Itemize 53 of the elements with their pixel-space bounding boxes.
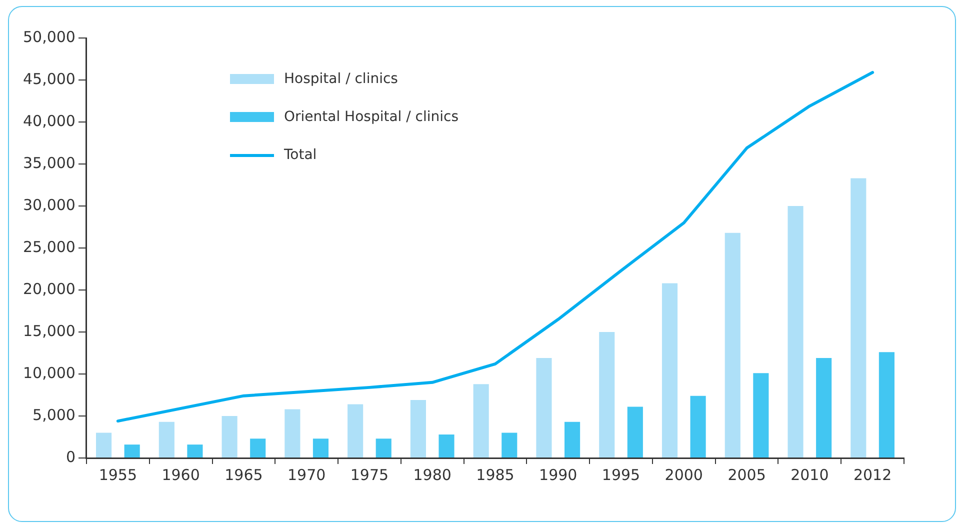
bar xyxy=(96,432,112,458)
bar xyxy=(724,232,740,458)
x-tick-label: 1955 xyxy=(98,466,138,484)
x-tick-label: 2012 xyxy=(853,466,892,484)
y-tick-label: 50,000 xyxy=(22,28,76,46)
y-tick-label: 10,000 xyxy=(22,364,76,382)
bar xyxy=(753,373,769,458)
bar xyxy=(599,332,615,458)
bar xyxy=(536,358,552,458)
y-tick-label: 20,000 xyxy=(22,280,76,298)
x-tick-label: 1960 xyxy=(162,466,200,484)
x-tick-label: 1990 xyxy=(539,466,578,484)
bar xyxy=(222,416,238,458)
x-tick-label: 2000 xyxy=(664,466,703,484)
bar xyxy=(850,178,866,458)
bar xyxy=(284,409,300,458)
bar xyxy=(438,434,454,458)
x-tick-label: 1970 xyxy=(287,466,326,484)
y-tick-label: 35,000 xyxy=(22,154,76,172)
y-tick-label: 25,000 xyxy=(22,238,76,256)
bar xyxy=(564,422,580,458)
bar xyxy=(662,283,678,458)
legend-label: Total xyxy=(284,147,317,163)
y-tick-label: 0 xyxy=(66,448,76,466)
bar xyxy=(690,396,706,458)
bar xyxy=(187,444,203,458)
bar xyxy=(502,432,518,458)
bar xyxy=(348,404,364,458)
bar xyxy=(312,438,329,458)
x-tick-label: 2005 xyxy=(728,466,766,484)
bar xyxy=(816,358,832,458)
bar xyxy=(410,400,426,458)
legend-label: Oriental Hospital / clinics xyxy=(284,109,459,125)
legend-label: Hospital / clinics xyxy=(284,71,398,87)
bar xyxy=(788,206,804,458)
x-tick-label: 1975 xyxy=(350,466,389,484)
x-tick-label: 1980 xyxy=(413,466,452,484)
bar xyxy=(250,438,266,458)
x-tick-label: 1995 xyxy=(602,466,640,484)
y-tick-label: 15,000 xyxy=(22,322,76,340)
bar xyxy=(627,406,643,458)
bar xyxy=(158,422,174,458)
bar xyxy=(878,352,894,458)
y-tick-label: 40,000 xyxy=(22,112,76,130)
y-tick-label: 5,000 xyxy=(32,406,76,424)
bar xyxy=(376,438,392,458)
y-tick-label: 30,000 xyxy=(22,196,76,214)
x-tick-label: 1965 xyxy=(224,466,263,484)
y-tick-label: 45,000 xyxy=(22,70,76,88)
x-tick-label: 1985 xyxy=(476,466,514,484)
x-tick-label: 2010 xyxy=(790,466,829,484)
bar xyxy=(124,444,140,458)
bar xyxy=(473,384,489,458)
